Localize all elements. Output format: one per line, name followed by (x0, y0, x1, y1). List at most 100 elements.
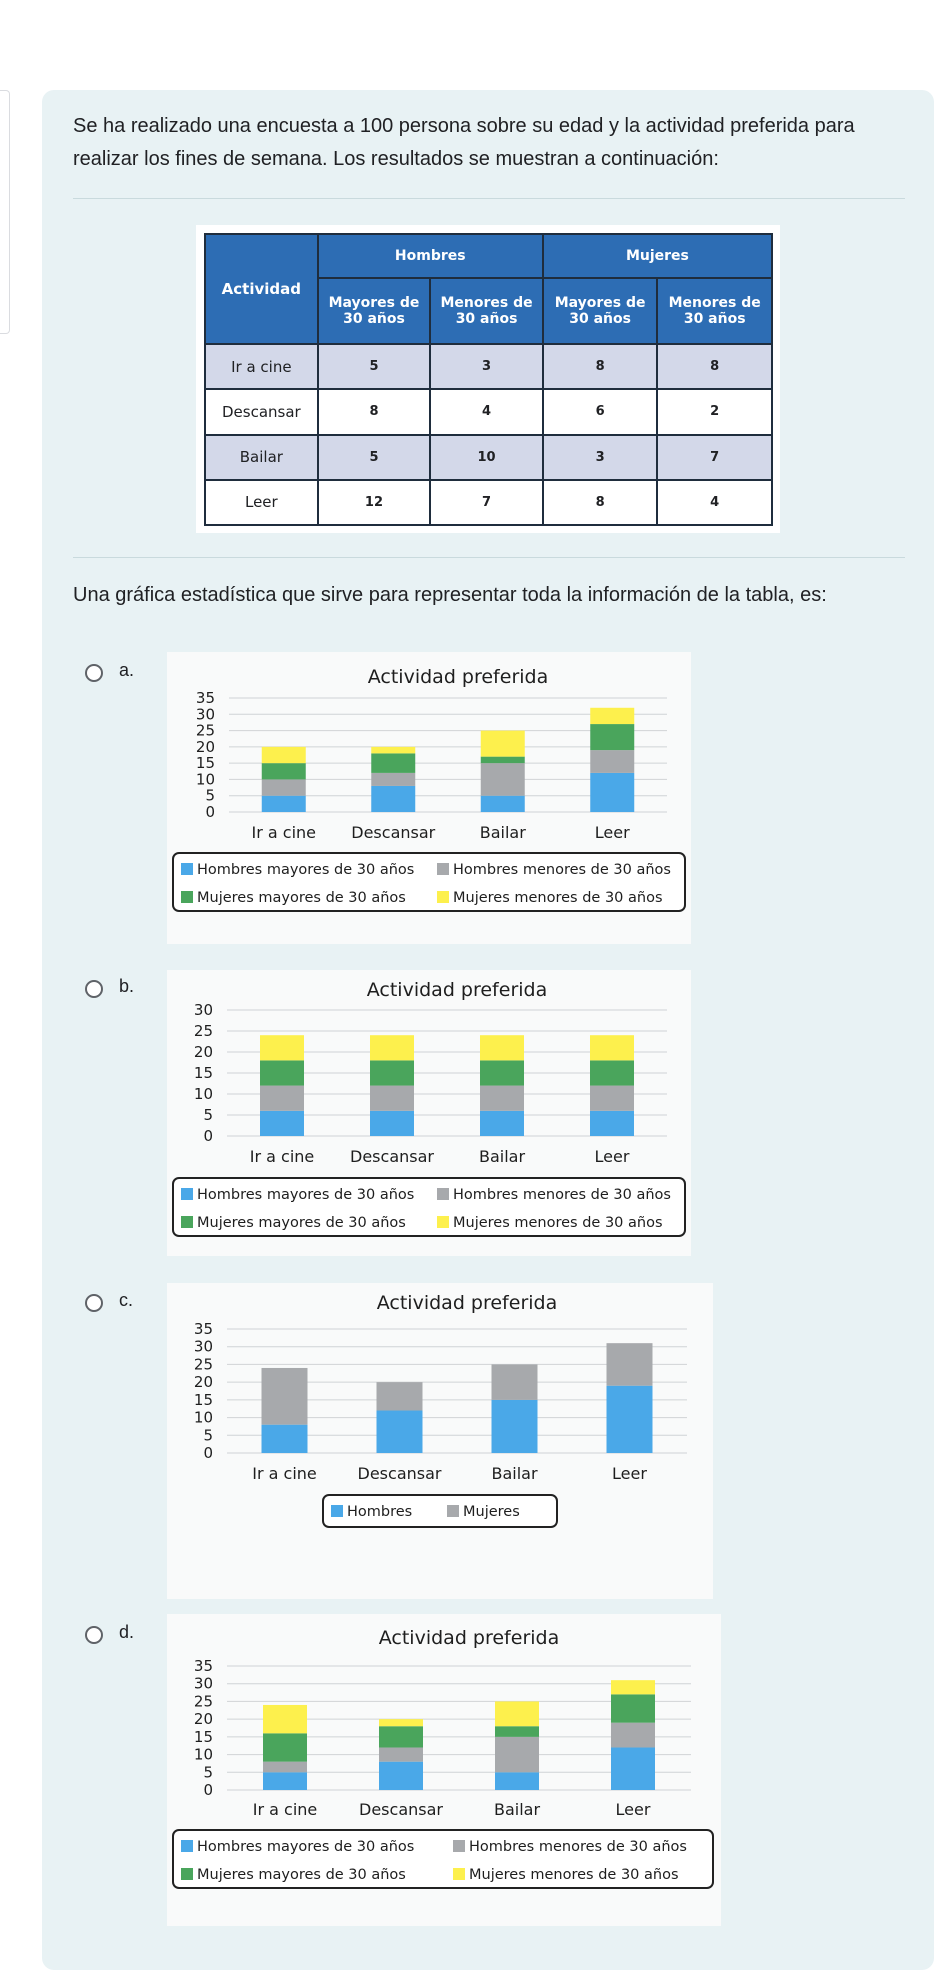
bar-segment (263, 1733, 307, 1762)
y-tick-label: 0 (205, 803, 215, 821)
y-tick-label: 25 (194, 1692, 213, 1710)
legend-label: Mujeres mayores de 30 años (197, 1867, 406, 1883)
x-tick-label: Bailar (480, 823, 526, 842)
question-intro: Se ha realizado una encuesta a 100 perso… (73, 115, 855, 170)
bar-segment (590, 1060, 634, 1086)
bar-segment (480, 795, 525, 812)
x-tick-label: Leer (595, 823, 630, 842)
bar-segment (379, 1747, 423, 1762)
y-tick-label: 5 (203, 1106, 213, 1124)
table-row: Descansar 8 4 6 2 (204, 388, 773, 436)
question-prompt: Una gráfica estadística que sirve para r… (73, 584, 827, 606)
table-cell-activity: Ir a cine (204, 342, 319, 391)
table-cell: 4 (656, 478, 773, 527)
divider (73, 557, 905, 558)
table-cell: 5 (316, 433, 432, 481)
legend-swatch (453, 1868, 465, 1880)
bar-segment (480, 1035, 524, 1061)
bar-segment (371, 785, 416, 812)
bar-segment (480, 1110, 524, 1136)
bar-segment (491, 1364, 538, 1400)
x-tick-label: Descansar (350, 1147, 434, 1166)
bar-segment (606, 1385, 653, 1453)
chart-title: Actividad preferida (377, 1292, 557, 1314)
option-a-radio[interactable] (85, 664, 103, 682)
legend-swatch (437, 863, 449, 875)
bar-segment (261, 795, 306, 812)
table-cell: 3 (541, 433, 659, 481)
option-c-radio[interactable] (85, 1294, 103, 1312)
y-tick-label: 25 (194, 1355, 213, 1373)
bar-segment (261, 763, 306, 780)
chart-title: Actividad preferida (367, 979, 547, 1001)
option-a-letter: a. (119, 660, 135, 680)
table-cell-activity: Bailar (204, 433, 319, 481)
bar-segment (263, 1761, 307, 1773)
bar-segment (480, 756, 525, 764)
table-cell: 6 (541, 388, 659, 436)
option-b-chart[interactable]: Actividad preferida 0 5 10 15 20 25 30 Ir a cine… (167, 970, 691, 1256)
table-cell-activity: Descansar (204, 388, 319, 436)
table-cell: 2 (656, 388, 773, 436)
table-subheader: Mayores de 30 años (316, 277, 432, 345)
legend-label: Hombres mayores de 30 años (197, 862, 414, 878)
y-tick-label: 10 (194, 1746, 213, 1764)
x-tick-label: Ir a cine (252, 823, 317, 842)
survey-table: Actividad Hombres Mujeres Mayores de 30 … (204, 233, 774, 527)
bar-segment (260, 1035, 304, 1061)
x-tick-label: Ir a cine (253, 1800, 318, 1819)
table-cell: 12 (316, 478, 432, 527)
bar-segment (263, 1704, 307, 1734)
y-tick-label: 10 (194, 1409, 213, 1427)
legend-swatch (331, 1505, 343, 1517)
table-cell: 4 (429, 388, 544, 436)
y-tick-label: 0 (203, 1781, 213, 1799)
bar-segment (376, 1382, 423, 1411)
table-header-men: Hombres (316, 233, 544, 279)
table-subheader: Mayores de 30 años (541, 277, 659, 345)
y-tick-label: 5 (205, 787, 215, 805)
bar-segment (611, 1747, 655, 1790)
table-cell: 3 (429, 342, 544, 391)
bar-segment (495, 1726, 539, 1737)
legend-swatch (453, 1840, 465, 1852)
option-b-radio[interactable] (85, 980, 103, 998)
x-tick-label: Bailar (494, 1800, 540, 1819)
table-cell: 8 (656, 342, 773, 391)
x-tick-label: Bailar (479, 1147, 525, 1166)
legend-swatch (181, 1868, 193, 1880)
bar-segment (371, 746, 416, 754)
bar-segment (379, 1761, 423, 1790)
bar-segment (261, 1367, 308, 1425)
bar-segment (371, 772, 416, 786)
x-tick-label: Leer (595, 1147, 630, 1166)
option-c-chart[interactable]: Actividad preferida 0 5 10 15 20 25 30 35 Ir a ci… (167, 1283, 713, 1599)
legend-swatch (181, 863, 193, 875)
legend-label: Hombres mayores de 30 años (197, 1839, 414, 1855)
bar-segment (480, 730, 525, 757)
option-a-chart[interactable]: Actividad preferida 0 5 10 15 20 25 30 35 Ir a ci… (167, 652, 691, 944)
y-tick-label: 35 (194, 1657, 213, 1675)
option-d-radio[interactable] (85, 1626, 103, 1644)
legend-swatch (181, 1188, 193, 1200)
legend-swatch (181, 891, 193, 903)
bar-segment (263, 1772, 307, 1790)
bar-segment (371, 753, 416, 773)
y-tick-label: 30 (194, 1001, 213, 1019)
bar-segment (260, 1085, 304, 1111)
bar-segment (611, 1680, 655, 1695)
legend-label: Hombres mayores de 30 años (197, 1187, 414, 1203)
legend-box (172, 1177, 686, 1237)
bar-segment (260, 1110, 304, 1136)
option-d-chart[interactable]: Actividad preferida 0 5 10 15 20 25 30 35 Ir a ci… (167, 1614, 721, 1926)
legend-swatch (437, 1188, 449, 1200)
table-subheader: Menores de 30 años (656, 277, 773, 345)
y-tick-label: 25 (194, 1022, 213, 1040)
legend-label: Hombres (347, 1504, 412, 1520)
bar-segment (611, 1722, 655, 1748)
y-tick-label: 30 (194, 1675, 213, 1693)
y-tick-label: 30 (196, 705, 215, 723)
bar-segment (261, 779, 306, 796)
bar-segment (590, 1110, 634, 1136)
legend-swatch (181, 1216, 193, 1228)
